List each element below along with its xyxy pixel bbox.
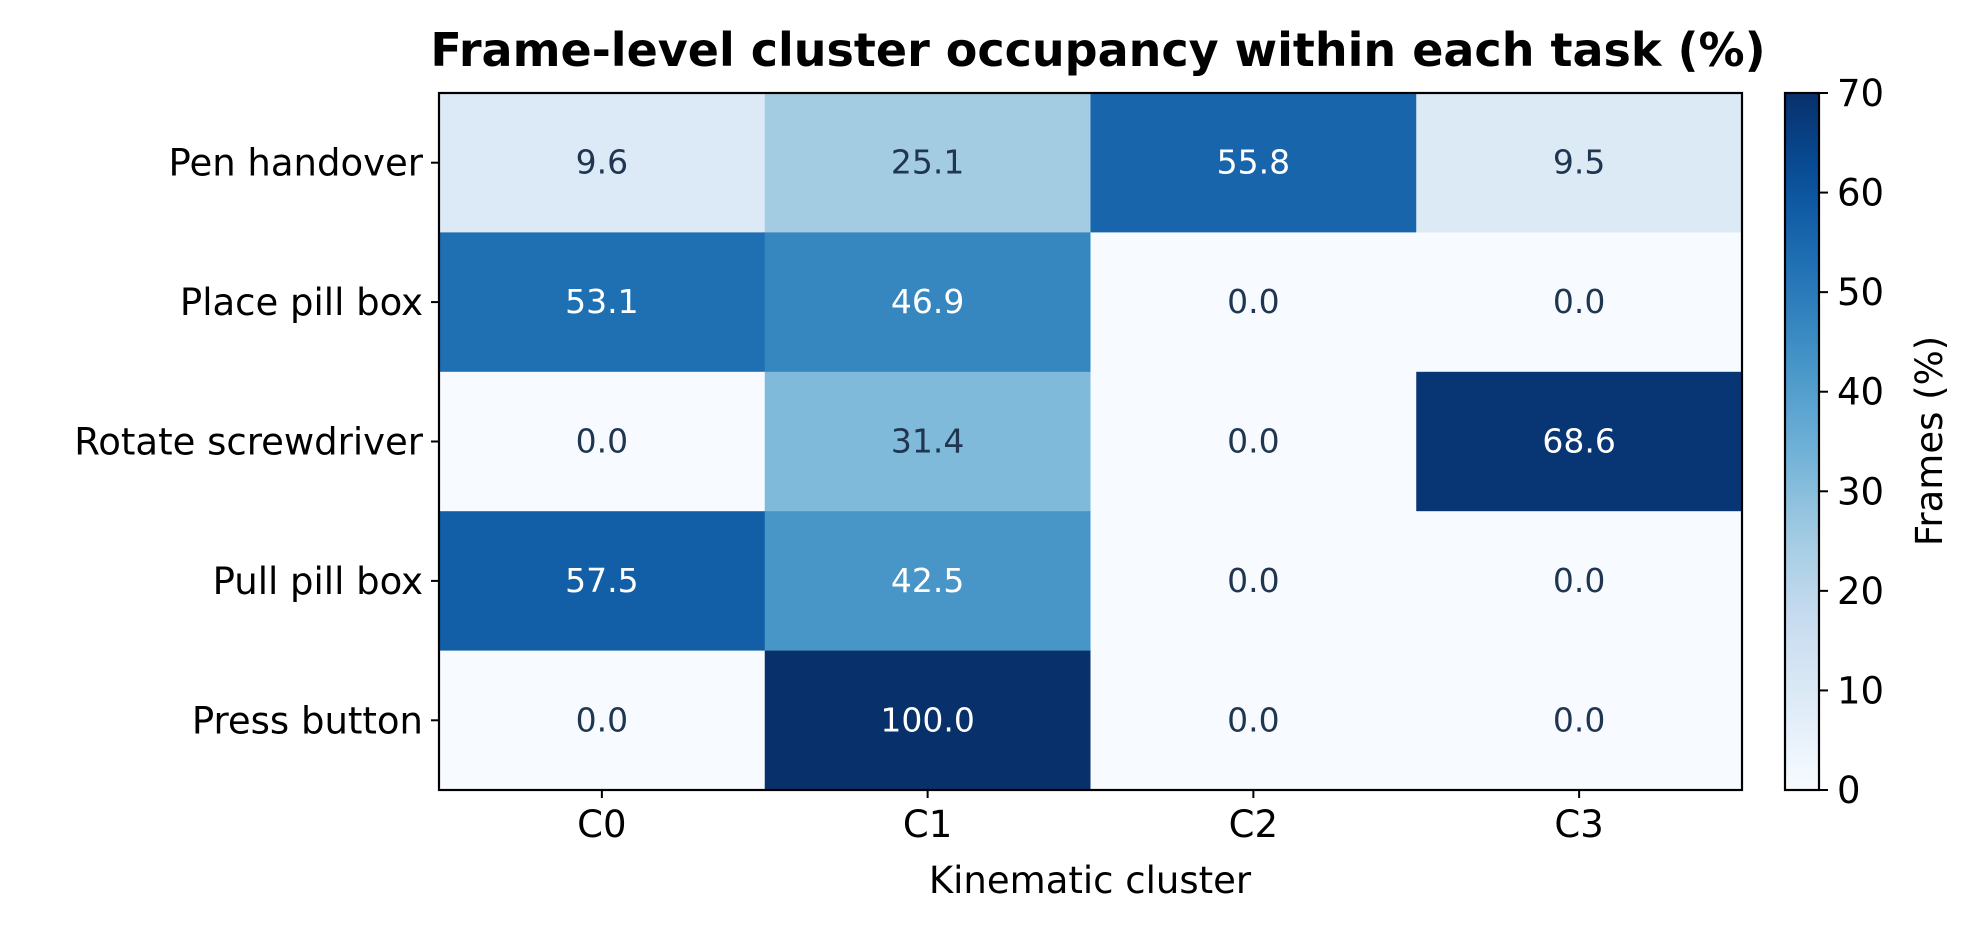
x-axis-ticks: C0 C1 C2 C3 xyxy=(577,790,1604,846)
cell-value-r4-c2: 0.0 xyxy=(1227,700,1279,739)
heatmap-cell-r4-c0 xyxy=(439,650,766,791)
colorbar xyxy=(1785,93,1819,790)
x-tick-label-1: C1 xyxy=(903,803,952,846)
cell-value-r2-c3: 68.6 xyxy=(1542,422,1615,461)
cell-value-r0-c2: 55.8 xyxy=(1217,143,1290,182)
heatmap-cell-r1-c2 xyxy=(1090,232,1417,373)
colorbar-ticks: 0 10 20 30 40 50 60 70 xyxy=(1819,72,1884,812)
cell-value-r1-c0: 53.1 xyxy=(565,282,638,321)
colorbar-tick-label-3: 30 xyxy=(1837,470,1884,513)
heatmap-cell-r2-c3 xyxy=(1416,371,1743,512)
heatmap-cells xyxy=(439,93,1743,791)
heatmap-cell-labels: 9.6 25.1 55.8 9.5 53.1 46.9 0.0 0.0 0.0 31.4 0.0 68… xyxy=(565,143,1616,740)
cell-value-r1-c3: 0.0 xyxy=(1553,282,1605,321)
cell-value-r4-c3: 0.0 xyxy=(1553,700,1605,739)
chart-title: Frame-level cluster occupancy within eac… xyxy=(430,23,1765,77)
cell-value-r3-c2: 0.0 xyxy=(1227,561,1279,600)
colorbar-label: Frames (%) xyxy=(1908,336,1951,546)
cell-value-r3-c1: 42.5 xyxy=(891,561,964,600)
heatmap-cell-r2-c0 xyxy=(439,371,766,512)
heatmap-cell-r1-c3 xyxy=(1416,232,1743,373)
x-axis-label: Kinematic cluster xyxy=(929,859,1252,902)
x-tick-label-2: C2 xyxy=(1229,803,1278,846)
heatmap-cell-r4-c2 xyxy=(1090,650,1417,791)
y-tick-label-3: Pull pill box xyxy=(213,560,423,603)
x-tick-label-3: C3 xyxy=(1554,803,1603,846)
y-axis-ticks: Pen handover Place pill box Rotate screwdr… xyxy=(74,142,439,742)
colorbar-tick-label-0: 0 xyxy=(1837,769,1861,812)
cell-value-r4-c1: 100.0 xyxy=(880,700,974,739)
heatmap-cell-r2-c1 xyxy=(764,371,1091,512)
cell-value-r3-c0: 57.5 xyxy=(565,561,638,600)
cell-value-r1-c2: 0.0 xyxy=(1227,282,1279,321)
colorbar-tick-label-4: 40 xyxy=(1837,371,1884,414)
colorbar-tick-label-7: 70 xyxy=(1837,72,1884,115)
cell-value-r1-c1: 46.9 xyxy=(891,282,964,321)
heatmap-cell-r3-c2 xyxy=(1090,511,1417,652)
heatmap-cell-r1-c0 xyxy=(439,232,766,373)
heatmap-cell-r0-c0 xyxy=(439,93,766,233)
colorbar-tick-label-1: 10 xyxy=(1837,669,1884,712)
x-tick-label-0: C0 xyxy=(577,803,626,846)
cell-value-r4-c0: 0.0 xyxy=(576,700,628,739)
y-tick-label-4: Press button xyxy=(192,699,423,742)
heatmap-cell-r2-c2 xyxy=(1090,371,1417,512)
y-tick-label-1: Place pill box xyxy=(180,281,423,324)
colorbar-tick-label-2: 20 xyxy=(1837,570,1884,613)
cell-value-r2-c0: 0.0 xyxy=(576,422,628,461)
colorbar-tick-label-5: 50 xyxy=(1837,271,1884,314)
cell-value-r0-c1: 25.1 xyxy=(891,143,964,182)
cell-value-r3-c3: 0.0 xyxy=(1553,561,1605,600)
heatmap-cell-r0-c1 xyxy=(764,93,1091,233)
colorbar-tick-label-6: 60 xyxy=(1837,172,1884,215)
heatmap-cell-r3-c3 xyxy=(1416,511,1743,652)
heatmap-cell-r4-c1 xyxy=(764,650,1091,791)
y-tick-label-0: Pen handover xyxy=(168,142,423,185)
colorbar-frame xyxy=(1783,91,1821,792)
cell-value-r0-c3: 9.5 xyxy=(1553,143,1605,182)
heatmap-cell-r0-c3 xyxy=(1416,93,1743,233)
y-tick-label-2: Rotate screwdriver xyxy=(74,421,424,464)
heatmap-cell-r0-c2 xyxy=(1090,93,1417,233)
heatmap-cell-r4-c3 xyxy=(1416,650,1743,791)
heatmap-cell-r1-c1 xyxy=(764,232,1091,373)
cell-value-r2-c1: 31.4 xyxy=(891,422,964,461)
heatmap-cell-r3-c1 xyxy=(764,511,1091,652)
cell-value-r2-c2: 0.0 xyxy=(1227,422,1279,461)
cell-value-r0-c0: 9.6 xyxy=(576,143,628,182)
heatmap-cell-r3-c0 xyxy=(439,511,766,652)
